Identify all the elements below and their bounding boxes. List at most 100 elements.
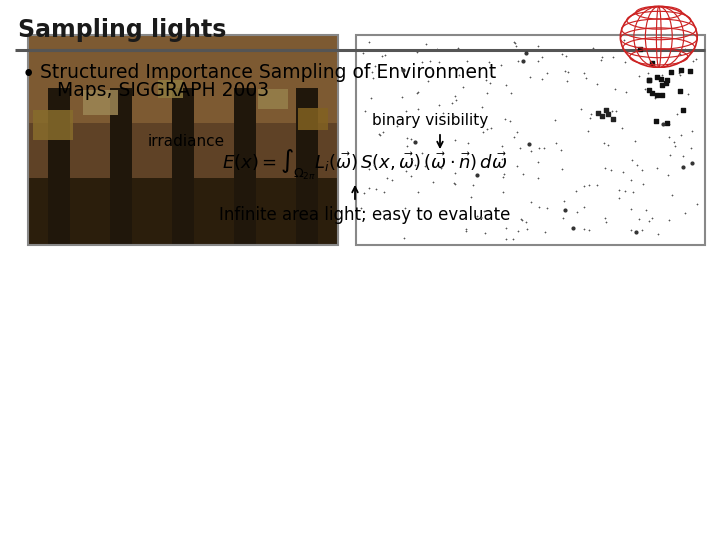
Point xyxy=(662,76,673,84)
Point xyxy=(575,104,587,113)
Point xyxy=(664,119,675,128)
Point xyxy=(592,108,603,117)
Point xyxy=(678,151,689,160)
Text: Maps, SIGGRAPH 2003: Maps, SIGGRAPH 2003 xyxy=(57,80,269,99)
Point xyxy=(664,151,675,159)
Point xyxy=(364,38,375,46)
Point xyxy=(433,101,445,110)
Text: $E(x) = \int_{\Omega_{2\pi}} L_i(\vec{\omega})\,S(x,\vec{\omega})\,(\vec{\omega}: $E(x) = \int_{\Omega_{2\pi}} L_i(\vec{\o… xyxy=(222,148,508,182)
Point xyxy=(580,74,592,83)
Point xyxy=(401,141,413,150)
Point xyxy=(512,226,523,235)
Point xyxy=(379,188,390,197)
Bar xyxy=(258,89,288,109)
Point xyxy=(600,217,612,226)
Point xyxy=(671,110,683,119)
Point xyxy=(597,52,608,61)
Point xyxy=(660,78,672,87)
Point xyxy=(649,93,660,102)
Point xyxy=(541,69,553,77)
Point xyxy=(641,206,652,214)
Point xyxy=(643,76,654,84)
Point xyxy=(626,156,638,165)
Point xyxy=(457,83,469,92)
Point xyxy=(559,206,570,215)
Point xyxy=(596,112,608,120)
Point xyxy=(460,225,472,234)
Point xyxy=(369,62,381,71)
Point xyxy=(516,216,528,225)
Point xyxy=(477,103,488,111)
Point xyxy=(621,87,632,96)
Point xyxy=(373,130,384,138)
Point xyxy=(652,62,664,70)
Point xyxy=(643,76,654,84)
Point xyxy=(651,164,662,172)
Point xyxy=(583,181,595,190)
Point xyxy=(364,184,375,193)
Point xyxy=(600,105,611,114)
Point xyxy=(538,143,549,152)
Point xyxy=(663,133,675,142)
Point xyxy=(533,202,544,211)
Point xyxy=(629,43,641,51)
Point xyxy=(625,226,636,235)
Point xyxy=(607,46,618,55)
Point xyxy=(656,71,667,80)
Point xyxy=(532,57,544,65)
Point xyxy=(591,80,603,89)
Point xyxy=(670,141,681,150)
Point xyxy=(480,228,491,237)
Point xyxy=(397,65,409,74)
Point xyxy=(480,75,492,84)
Point xyxy=(363,164,374,173)
Point xyxy=(643,217,654,226)
Point xyxy=(377,206,389,215)
Point xyxy=(507,234,518,243)
Point xyxy=(400,106,412,115)
Point xyxy=(449,136,461,144)
Bar xyxy=(298,107,328,130)
Point xyxy=(557,214,569,223)
Point xyxy=(532,158,544,166)
Point xyxy=(374,131,386,139)
Point xyxy=(392,122,403,130)
Point xyxy=(683,90,694,98)
Point xyxy=(559,66,570,75)
Text: Structured Importance Sampling of Environment: Structured Importance Sampling of Enviro… xyxy=(40,63,496,82)
Point xyxy=(559,197,570,205)
Point xyxy=(577,181,589,190)
Bar xyxy=(28,123,338,182)
Bar xyxy=(172,87,194,245)
Point xyxy=(618,36,629,44)
Point xyxy=(668,138,680,147)
Point xyxy=(675,70,686,79)
Point xyxy=(636,179,648,188)
Point xyxy=(387,176,398,185)
Point xyxy=(636,225,647,234)
Bar xyxy=(234,87,256,245)
Point xyxy=(453,70,464,79)
Point xyxy=(472,171,483,179)
Point xyxy=(599,214,611,222)
Bar xyxy=(33,110,73,140)
Point xyxy=(366,68,378,77)
Point xyxy=(610,85,621,93)
Text: irradiance: irradiance xyxy=(148,134,225,150)
Point xyxy=(656,91,667,100)
Point xyxy=(500,235,511,244)
Point xyxy=(610,106,621,115)
Point xyxy=(629,136,641,145)
Point xyxy=(685,144,697,153)
Point xyxy=(608,52,619,61)
Point xyxy=(426,64,437,73)
Point xyxy=(475,213,487,222)
Point xyxy=(370,185,382,193)
Point xyxy=(359,107,370,116)
Point xyxy=(484,58,495,66)
Point xyxy=(608,115,619,124)
Bar xyxy=(28,35,338,245)
Point xyxy=(686,159,698,167)
Point xyxy=(411,48,423,57)
Point xyxy=(405,134,417,143)
